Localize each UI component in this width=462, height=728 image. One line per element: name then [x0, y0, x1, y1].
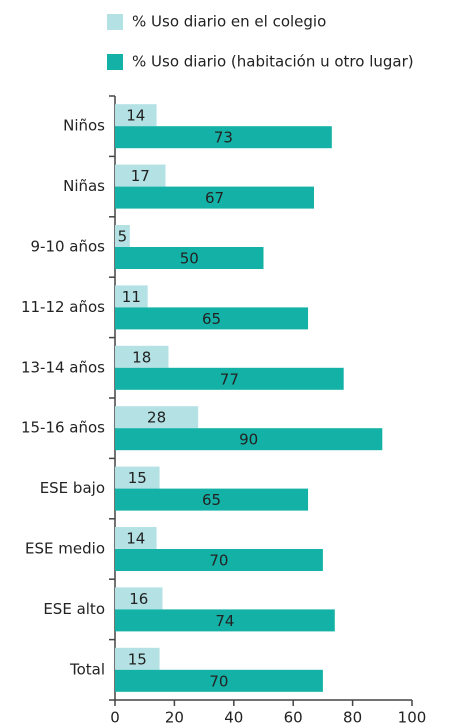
legend-label: % Uso diario (habitación u otro lugar) — [132, 53, 414, 71]
bar — [115, 367, 344, 390]
bar — [115, 406, 199, 429]
value-label: 70 — [209, 672, 228, 690]
value-label: 28 — [147, 409, 166, 427]
value-label: 67 — [205, 189, 224, 207]
value-label: 18 — [132, 348, 151, 366]
value-label: 11 — [122, 288, 141, 306]
bar — [115, 549, 323, 571]
bar — [115, 285, 148, 308]
y-tick-label: ESE bajo — [40, 479, 105, 497]
value-label: 74 — [215, 612, 234, 630]
bar — [115, 647, 160, 670]
x-tick-label: 20 — [165, 709, 184, 727]
value-label: 65 — [202, 310, 221, 328]
bar — [115, 104, 157, 127]
y-tick-label: 11-12 años — [21, 298, 105, 316]
y-tick-label: Total — [69, 660, 105, 678]
value-label: 65 — [202, 491, 221, 509]
y-tick-label: 15-16 años — [21, 419, 105, 437]
value-label: 77 — [220, 370, 239, 388]
y-tick-label: Niños — [63, 117, 105, 135]
legend-swatch — [107, 14, 123, 30]
y-tick-label: Niñas — [63, 177, 105, 195]
x-tick-label: 60 — [284, 709, 303, 727]
bar — [115, 428, 383, 451]
x-tick-label: 40 — [224, 709, 243, 727]
bar — [115, 225, 130, 247]
bar — [115, 669, 323, 692]
value-label: 17 — [131, 167, 150, 185]
y-tick-label: 13-14 años — [21, 358, 105, 376]
value-label: 14 — [126, 530, 145, 548]
y-tick-label: ESE medio — [25, 540, 105, 558]
bar — [115, 164, 166, 187]
legend-swatch — [107, 54, 123, 70]
bar — [115, 466, 160, 489]
legend-label: % Uso diario en el colegio — [132, 13, 326, 31]
bar — [115, 488, 309, 511]
bar — [115, 609, 335, 632]
bar — [115, 345, 169, 368]
bar — [115, 186, 314, 209]
value-label: 73 — [214, 129, 233, 147]
x-tick-label: 80 — [343, 709, 362, 727]
value-label: 16 — [129, 590, 148, 608]
value-label: 50 — [180, 250, 199, 268]
bar — [115, 126, 332, 149]
value-label: 15 — [128, 650, 147, 668]
value-label: 15 — [128, 469, 147, 487]
value-label: 14 — [126, 107, 145, 125]
bar — [115, 527, 157, 549]
x-tick-label: 0 — [110, 709, 120, 727]
value-label: 90 — [239, 431, 258, 449]
x-tick-label: 100 — [398, 709, 427, 727]
y-tick-label: ESE alto — [43, 600, 105, 618]
value-label: 5 — [118, 228, 128, 246]
value-label: 70 — [209, 552, 228, 570]
bar — [115, 307, 309, 330]
bar — [115, 587, 163, 610]
bar — [115, 247, 264, 269]
y-tick-label: 9-10 años — [30, 238, 105, 256]
